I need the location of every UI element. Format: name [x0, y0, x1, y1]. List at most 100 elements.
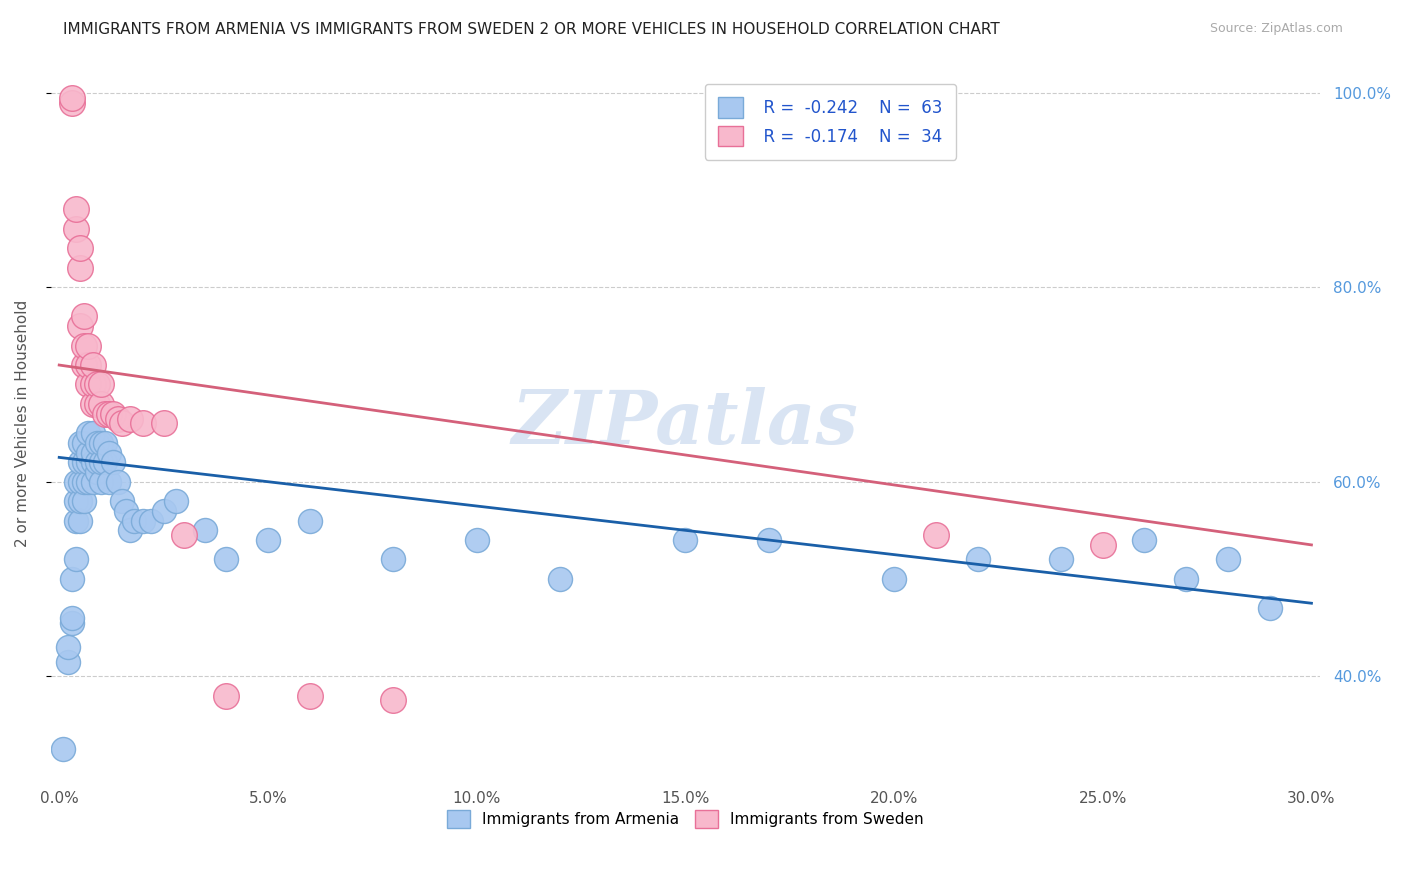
Point [60, 611, 83, 625]
Point [673, 533, 696, 547]
Point [98, 445, 121, 459]
Point [65, 552, 87, 566]
Point [65, 514, 87, 528]
Point [111, 494, 134, 508]
Point [173, 528, 195, 542]
Point [82, 377, 104, 392]
Point [82, 455, 104, 469]
Point [86, 465, 108, 479]
Point [1216, 552, 1239, 566]
Point [1175, 572, 1198, 586]
Point [86, 397, 108, 411]
Point [215, 552, 238, 566]
Point [1050, 552, 1073, 566]
Point [257, 533, 280, 547]
Y-axis label: 2 or more Vehicles in Household: 2 or more Vehicles in Household [15, 300, 30, 547]
Point [82, 426, 104, 441]
Point [131, 417, 153, 431]
Point [94, 435, 117, 450]
Text: IMMIGRANTS FROM ARMENIA VS IMMIGRANTS FROM SWEDEN 2 OR MORE VEHICLES IN HOUSEHOL: IMMIGRANTS FROM ARMENIA VS IMMIGRANTS FR… [63, 22, 1000, 37]
Point [98, 407, 121, 421]
Point [77, 377, 100, 392]
Point [139, 514, 162, 528]
Point [120, 411, 142, 425]
Point [77, 358, 100, 372]
Point [52, 742, 75, 756]
Point [77, 426, 100, 441]
Point [107, 411, 129, 425]
Point [69, 241, 91, 255]
Point [65, 222, 87, 236]
Point [120, 524, 142, 538]
Point [77, 338, 100, 352]
Point [103, 455, 125, 469]
Point [56, 640, 79, 654]
Point [69, 475, 91, 489]
Point [69, 260, 91, 275]
Point [215, 689, 238, 703]
Point [73, 494, 96, 508]
Point [86, 455, 108, 469]
Point [1091, 538, 1114, 552]
Point [925, 528, 948, 542]
Point [90, 397, 112, 411]
Point [165, 494, 187, 508]
Point [382, 693, 405, 707]
Point [60, 95, 83, 110]
Point [69, 319, 91, 334]
Point [69, 514, 91, 528]
Legend: Immigrants from Armenia, Immigrants from Sweden: Immigrants from Armenia, Immigrants from… [441, 804, 929, 834]
Point [111, 417, 134, 431]
Point [69, 494, 91, 508]
Point [82, 475, 104, 489]
Point [77, 455, 100, 469]
Point [82, 397, 104, 411]
Point [60, 91, 83, 105]
Point [883, 572, 905, 586]
Point [56, 655, 79, 669]
Point [73, 358, 96, 372]
Point [60, 615, 83, 630]
Point [758, 533, 780, 547]
Point [90, 377, 112, 392]
Point [1133, 533, 1156, 547]
Point [107, 475, 129, 489]
Point [77, 475, 100, 489]
Point [194, 524, 217, 538]
Text: ZIPatlas: ZIPatlas [512, 387, 859, 459]
Point [1258, 601, 1281, 615]
Point [131, 514, 153, 528]
Point [298, 514, 321, 528]
Point [90, 475, 112, 489]
Point [548, 572, 571, 586]
Point [82, 358, 104, 372]
Point [69, 435, 91, 450]
Point [103, 407, 125, 421]
Point [77, 445, 100, 459]
Point [82, 445, 104, 459]
Point [86, 435, 108, 450]
Point [86, 377, 108, 392]
Point [298, 689, 321, 703]
Point [90, 435, 112, 450]
Point [152, 504, 174, 518]
Point [152, 417, 174, 431]
Point [73, 475, 96, 489]
Point [90, 455, 112, 469]
Point [94, 455, 117, 469]
Point [65, 202, 87, 217]
Text: Source: ZipAtlas.com: Source: ZipAtlas.com [1209, 22, 1343, 36]
Point [73, 338, 96, 352]
Point [73, 310, 96, 324]
Point [73, 455, 96, 469]
Point [65, 494, 87, 508]
Point [124, 514, 146, 528]
Point [73, 435, 96, 450]
Point [966, 552, 988, 566]
Point [65, 475, 87, 489]
Point [60, 572, 83, 586]
Point [98, 475, 121, 489]
Point [382, 552, 405, 566]
Point [94, 407, 117, 421]
Point [115, 504, 138, 518]
